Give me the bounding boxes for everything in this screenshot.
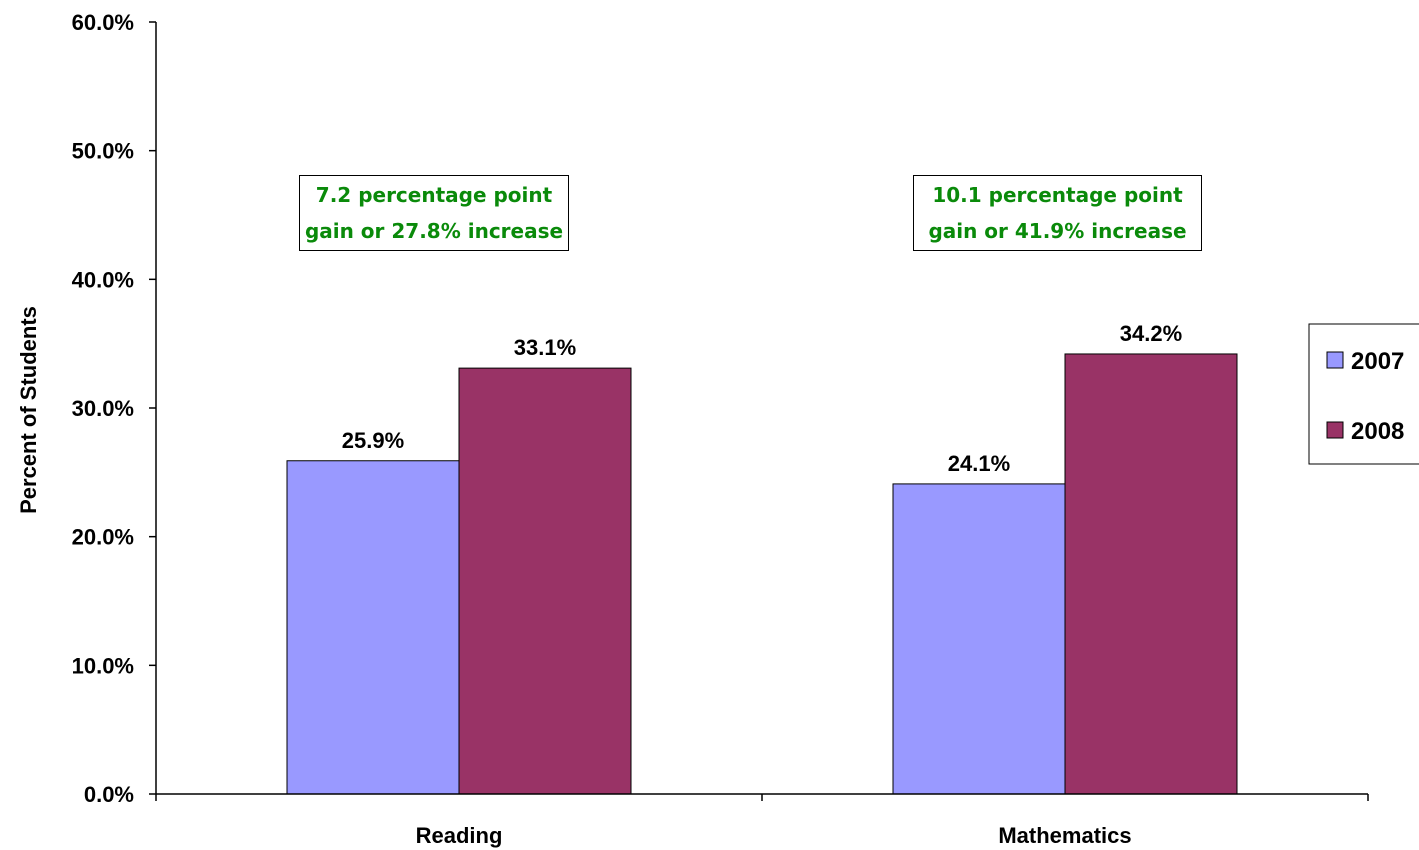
x-category-label: Mathematics [998,823,1131,848]
annotation-reading-line-2: gain or 27.8% increase [304,219,564,243]
bar-2008-mathematics [1064,353,1238,795]
bar-2007-mathematics [892,483,1066,795]
y-tick-label: 10.0% [72,653,134,678]
y-tick-label: 60.0% [72,10,134,35]
legend-label-2007: 2007 [1351,348,1404,375]
y-tick-label: 0.0% [84,782,134,807]
bars [286,353,1238,795]
data-label: 33.1% [514,335,576,360]
legend-frame [1308,323,1419,465]
legend-swatch-2008 [1326,421,1344,439]
legend-swatch-2007 [1326,351,1344,369]
y-axis-ticks: 0.0% 10.0% 20.0% 30.0% 40.0% 50.0% 60.0% [72,10,156,807]
category-labels: Reading Mathematics [416,823,1132,848]
annotation-mathematics: 10.1 percentage point gain or 41.9% incr… [913,175,1202,251]
data-label: 24.1% [948,451,1010,476]
annotation-mathematics-line-1: 10.1 percentage point [932,183,1183,207]
bar-2007-reading [286,460,460,795]
y-tick-label: 50.0% [72,139,134,164]
y-axis-title: Percent of Students [16,306,41,514]
annotation-reading-line-1: 7.2 percentage point [315,183,553,207]
y-tick-label: 40.0% [72,267,134,292]
bar-2008-reading [458,367,632,795]
annotation-reading: 7.2 percentage point gain or 27.8% incre… [299,175,569,251]
legend: 2007 2008 [1308,323,1419,465]
annotation-mathematics-line-2: gain or 41.9% increase [928,219,1187,243]
y-tick-label: 30.0% [72,396,134,421]
data-label: 34.2% [1120,321,1182,346]
x-category-label: Reading [416,823,503,848]
data-label: 25.9% [342,428,404,453]
legend-label-2008: 2008 [1351,418,1404,445]
y-tick-label: 20.0% [72,525,134,550]
x-axis-ticks [155,794,1369,801]
data-labels: 25.9% 33.1% 24.1% 34.2% [342,321,1182,476]
